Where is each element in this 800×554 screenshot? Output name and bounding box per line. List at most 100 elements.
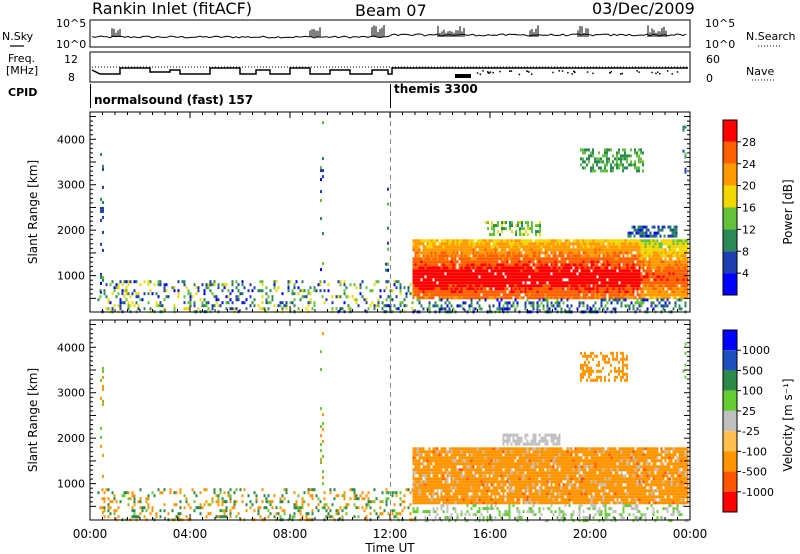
heatmap-cell [658, 245, 661, 249]
heatmap-cell [438, 266, 441, 270]
heatmap-cell [656, 296, 659, 300]
heatmap-cell [592, 296, 595, 300]
heatmap-cell [490, 269, 493, 273]
heatmap-cell [664, 284, 667, 288]
heatmap-cell [464, 486, 467, 490]
heatmap-cell [476, 471, 479, 475]
cpid-mode-2: themis 3300 [394, 82, 478, 96]
heatmap-cell [462, 453, 465, 457]
heatmap-cell [592, 275, 595, 279]
heatmap-cell [399, 301, 402, 305]
heatmap-cell [647, 234, 650, 238]
heatmap-cell [478, 304, 481, 308]
heatmap-cell [662, 293, 665, 297]
heatmap-cell [448, 278, 451, 282]
heatmap-cell [682, 281, 685, 285]
heatmap-cell [496, 468, 499, 472]
heatmap-cell [637, 225, 640, 229]
heatmap-cell [654, 287, 657, 291]
heatmap-cell [652, 257, 655, 261]
heatmap-cell [540, 278, 543, 282]
heatmap-cell [508, 459, 511, 463]
heatmap-cell [566, 239, 569, 243]
heatmap-cell [492, 447, 495, 451]
heatmap-cell [632, 281, 635, 285]
heatmap-cell [466, 254, 469, 258]
heatmap-cell [556, 260, 559, 264]
heatmap-cell [452, 239, 455, 243]
heatmap-cell [322, 169, 324, 173]
heatmap-cell [554, 260, 557, 264]
heatmap-cell [554, 281, 557, 285]
heatmap-cell [490, 266, 493, 270]
heatmap-cell [548, 257, 551, 261]
heatmap-cell [558, 284, 561, 288]
heatmap-cell [494, 453, 497, 457]
heatmap-cell [524, 260, 527, 264]
heatmap-cell [574, 278, 577, 282]
heatmap-cell [418, 492, 421, 496]
heatmap-cell [588, 160, 590, 164]
heatmap-cell [674, 239, 677, 243]
heatmap-cell [602, 298, 605, 302]
heatmap-cell [476, 450, 479, 454]
heatmap-cell [466, 245, 469, 249]
heatmap-cell [530, 483, 533, 487]
heatmap-cell [444, 296, 447, 300]
heatmap-cell [426, 450, 429, 454]
heatmap-cell [558, 251, 561, 255]
heatmap-cell [387, 202, 389, 206]
heatmap-cell [434, 257, 437, 261]
heatmap-cell [536, 447, 539, 451]
heatmap-cell [434, 275, 437, 279]
heatmap-cell [572, 293, 575, 297]
heatmap-cell [520, 468, 523, 472]
heatmap-cell [492, 281, 495, 285]
heatmap-cell [522, 272, 525, 276]
heatmap-cell [412, 290, 415, 294]
heatmap-cell [580, 269, 583, 273]
heatmap-cell [526, 275, 529, 279]
heatmap-cell [470, 281, 473, 285]
heatmap-cell [526, 486, 529, 490]
heatmap-cell [676, 245, 679, 249]
heatmap-cell [546, 296, 549, 300]
heatmap-cell [618, 254, 621, 258]
heatmap-cell [530, 456, 533, 460]
heatmap-cell [355, 298, 358, 302]
heatmap-cell [436, 293, 439, 297]
heatmap-cell [261, 280, 264, 284]
heatmap-cell [626, 284, 629, 288]
heatmap-cell [458, 492, 461, 496]
heatmap-cell [416, 471, 419, 475]
heatmap-cell [666, 245, 669, 249]
heatmap-cell [468, 489, 471, 493]
heatmap-cell [430, 257, 433, 261]
heatmap-cell [680, 248, 683, 252]
heatmap-cell [586, 242, 589, 246]
heatmap-cell [674, 254, 677, 258]
heatmap-cell [530, 480, 533, 484]
heatmap-cell [119, 304, 122, 308]
heatmap-cell [462, 483, 465, 487]
heatmap-cell [600, 281, 603, 285]
heatmap-cell [666, 284, 669, 288]
heatmap-cell [412, 296, 415, 300]
heatmap-cell [558, 269, 561, 273]
heatmap-cell [432, 275, 435, 279]
heatmap-cell [504, 260, 507, 264]
heatmap-cell [534, 278, 537, 282]
heatmap-cell [612, 154, 614, 158]
heatmap-cell [673, 228, 676, 232]
heatmap-cell [498, 254, 501, 258]
heatmap-cell [446, 501, 449, 505]
heatmap-cell [454, 266, 457, 270]
heatmap-cell [490, 272, 493, 276]
heatmap-cell [644, 239, 647, 243]
heatmap-cell [532, 462, 535, 466]
heatmap-cell [534, 245, 537, 249]
heatmap-cell [652, 266, 655, 270]
heatmap-cell [456, 284, 459, 288]
heatmap-cell [472, 278, 475, 282]
heatmap-cell [531, 230, 533, 234]
